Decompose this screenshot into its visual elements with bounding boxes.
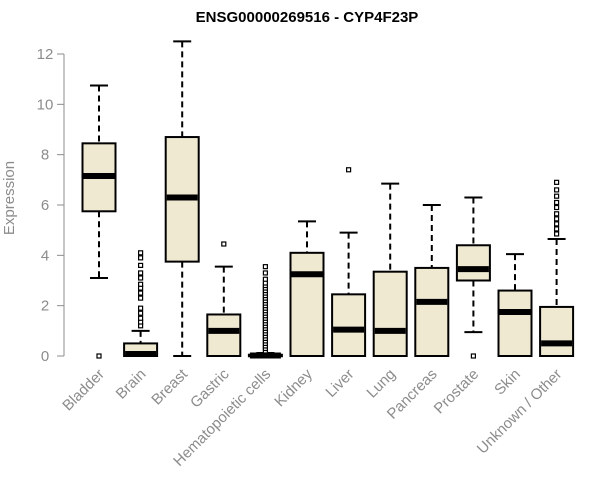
- outlier-point: [138, 295, 144, 301]
- outlier-point: [138, 262, 144, 268]
- outlier-point: [470, 353, 476, 359]
- outlier-point: [553, 193, 560, 199]
- box-iqr: [497, 289, 533, 358]
- boxes-group: [81, 40, 575, 359]
- y-tick-label: 0: [41, 348, 49, 365]
- outlier-point: [138, 250, 144, 256]
- outlier-point: [138, 281, 144, 287]
- box-pancreas: [414, 204, 450, 357]
- box-kidney: [289, 220, 325, 357]
- outlier-point: [138, 310, 144, 316]
- x-tick-label-skin: Skin: [491, 366, 524, 399]
- box-iqr: [206, 313, 242, 358]
- y-tick-label: 6: [41, 197, 49, 214]
- x-tick-label-prostate: Prostate: [431, 366, 483, 418]
- outlier-point: [221, 241, 227, 247]
- outlier-point: [553, 221, 560, 227]
- box-skin: [497, 253, 533, 358]
- outlier-point: [138, 255, 144, 261]
- y-tick-label: 2: [41, 298, 49, 315]
- box-iqr: [289, 251, 325, 357]
- box-liver: [331, 167, 367, 358]
- outlier-point: [553, 187, 560, 193]
- y-axis-label: Expression: [1, 161, 18, 235]
- y-tick-label: 4: [41, 247, 49, 264]
- outlier-point: [138, 275, 144, 281]
- x-tick-label-liver: Liver: [322, 366, 357, 401]
- outlier-point: [262, 270, 268, 276]
- box-iqr: [372, 270, 408, 358]
- box-bladder: [81, 84, 117, 359]
- outlier-point: [138, 305, 144, 311]
- box-iqr: [455, 244, 491, 282]
- box-gastric: [206, 241, 242, 358]
- x-tick-label-breast: Breast: [148, 365, 191, 408]
- outlier-point: [553, 216, 560, 222]
- box-iqr: [414, 266, 450, 357]
- outlier-point: [553, 231, 560, 237]
- box-prostate: [455, 196, 491, 359]
- outlier-point: [346, 167, 352, 173]
- outlier-point: [553, 226, 560, 232]
- outlier-point: [553, 179, 560, 185]
- box-hematopoietic-cells: [247, 264, 283, 359]
- outlier-point: [138, 270, 144, 276]
- outlier-point: [262, 276, 268, 282]
- outlier-point: [262, 264, 268, 270]
- y-tick-label: 12: [37, 46, 54, 63]
- outlier-point: [138, 315, 144, 321]
- x-tick-label-brain: Brain: [113, 366, 150, 403]
- box-lung: [372, 182, 408, 358]
- box-brain: [123, 250, 159, 357]
- outlier-point: [138, 290, 144, 296]
- box-unknown-other: [539, 179, 575, 357]
- x-tick-label-lung: Lung: [363, 366, 399, 402]
- outlier-point: [553, 204, 560, 211]
- outlier-point: [553, 211, 560, 217]
- outlier-point: [96, 353, 102, 359]
- outlier-point: [553, 199, 560, 206]
- box-iqr: [539, 305, 575, 357]
- y-tick-label: 10: [37, 96, 54, 113]
- y-tick-label: 8: [41, 147, 49, 164]
- box-breast: [164, 40, 200, 357]
- x-tick-label-bladder: Bladder: [59, 366, 108, 415]
- chart-title: ENSG00000269516 - CYP4F23P: [196, 9, 419, 26]
- x-tick-label-kidney: Kidney: [271, 365, 316, 410]
- box-iqr: [331, 293, 367, 358]
- y-axis: 0 2 4 6 8 10 12: [37, 46, 65, 365]
